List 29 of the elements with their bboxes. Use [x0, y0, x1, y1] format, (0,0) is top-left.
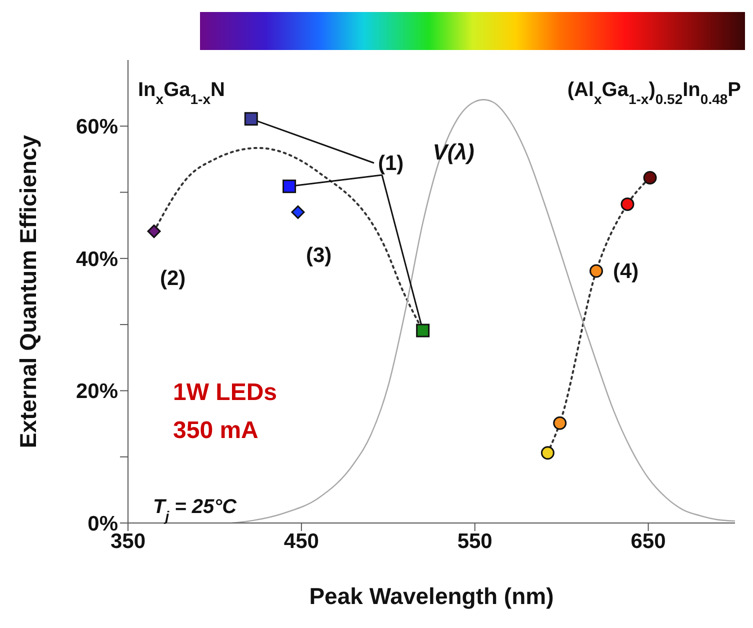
- point: [553, 416, 567, 430]
- series-label: V(λ): [432, 140, 474, 165]
- x-axis-title: Peak Wavelength (nm): [309, 583, 554, 609]
- annotation: 350 mA: [173, 417, 258, 444]
- point: [244, 112, 258, 126]
- y-tick-label: 20%: [76, 380, 118, 404]
- annotation: (1): [378, 152, 404, 175]
- x-tick-label: 450: [284, 530, 319, 553]
- point: [590, 264, 604, 278]
- annotation: 1W LEDs: [173, 379, 278, 406]
- annotation: In$_{x}$Ga$_{1-x}$N: [138, 79, 225, 107]
- annotation: T$_{j}$ = 25°C: [153, 496, 238, 524]
- annotation: (4): [613, 260, 639, 283]
- y-tick-label: 40%: [76, 248, 118, 271]
- point: [291, 205, 305, 219]
- point: [540, 446, 554, 460]
- annotation: (3): [306, 244, 332, 267]
- y-axis-title: External Quantum Efficiency: [15, 134, 42, 448]
- annotation: (2): [160, 267, 186, 290]
- y-tick-label: 60%: [76, 116, 118, 139]
- point: [147, 224, 161, 238]
- x-tick-label: 350: [110, 530, 146, 553]
- point: [416, 324, 430, 338]
- point: [643, 170, 657, 184]
- x-tick-label: 650: [630, 530, 666, 553]
- point: [282, 180, 296, 194]
- x-tick-label: 550: [457, 530, 492, 553]
- point: [620, 197, 634, 211]
- text: (Al$_{x}$Ga$_{1-x}$)$_{0.52}$In$_{0.48}$P: [567, 79, 741, 107]
